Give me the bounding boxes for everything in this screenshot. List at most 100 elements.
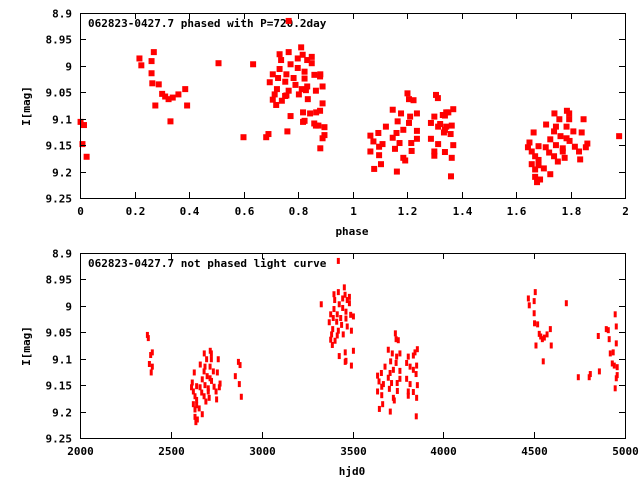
data-point — [202, 350, 206, 357]
data-point — [329, 336, 333, 343]
data-point — [330, 331, 334, 338]
data-point — [376, 143, 383, 150]
data-point — [195, 402, 199, 409]
y-tick-label: 9 — [65, 61, 72, 74]
data-point — [413, 349, 417, 356]
data-point — [147, 361, 151, 367]
data-point — [526, 295, 530, 302]
data-point — [551, 110, 558, 117]
data-point — [276, 51, 283, 58]
data-point — [278, 57, 285, 64]
data-point — [402, 157, 409, 164]
data-point — [576, 148, 583, 155]
data-point — [398, 375, 402, 382]
data-point — [371, 165, 378, 172]
data-point — [396, 337, 400, 344]
data-point — [393, 330, 397, 337]
data-point — [194, 419, 198, 426]
data-point — [184, 102, 191, 109]
data-point — [389, 134, 396, 141]
data-point — [205, 373, 209, 380]
data-point — [292, 81, 299, 88]
data-point — [204, 398, 208, 405]
data-point — [315, 122, 322, 129]
data-point — [540, 336, 544, 343]
data-point — [287, 113, 294, 120]
data-point — [195, 383, 199, 390]
data-point — [411, 389, 415, 396]
data-point — [304, 83, 311, 90]
data-point — [434, 95, 441, 102]
data-point — [294, 55, 301, 62]
data-point — [441, 149, 448, 156]
data-point — [389, 106, 396, 113]
data-point — [319, 100, 326, 107]
data-point — [167, 118, 174, 125]
data-point — [215, 396, 219, 403]
y-tick-label: 9.15 — [46, 380, 73, 393]
y-tick-label: 9.2 — [52, 407, 72, 420]
data-point — [375, 129, 382, 136]
y-tick-label: 9.25 — [46, 193, 73, 206]
data-point — [148, 58, 155, 65]
data-point — [608, 350, 612, 357]
data-point — [534, 342, 538, 349]
data-point — [379, 369, 383, 376]
data-point — [312, 87, 319, 94]
data-point — [319, 83, 326, 90]
data-point — [557, 133, 564, 140]
data-point — [447, 131, 454, 138]
data-point — [394, 336, 398, 343]
data-point — [215, 60, 222, 67]
data-point — [542, 144, 549, 151]
data-point — [202, 368, 206, 375]
data-point — [80, 122, 87, 129]
data-point — [370, 138, 377, 145]
data-point — [398, 110, 405, 117]
data-point — [582, 144, 589, 151]
data-point — [548, 326, 552, 333]
data-point — [433, 91, 440, 98]
data-point — [390, 380, 394, 387]
data-point — [532, 298, 536, 305]
data-points — [145, 257, 619, 426]
data-point — [149, 80, 156, 87]
data-point — [341, 295, 345, 302]
data-point — [311, 71, 318, 78]
data-point — [136, 55, 143, 62]
data-point — [566, 137, 573, 144]
data-point — [299, 51, 306, 58]
data-point — [347, 293, 351, 300]
data-point — [533, 289, 537, 296]
data-point — [535, 162, 542, 169]
data-point — [376, 388, 380, 395]
data-point — [336, 327, 340, 334]
data-point — [146, 335, 150, 342]
x-tick-label: 1.4 — [453, 205, 473, 218]
data-point — [155, 81, 162, 88]
data-point — [367, 132, 374, 139]
data-point — [413, 110, 420, 117]
data-point — [549, 342, 553, 349]
data-point — [351, 313, 355, 320]
data-point — [615, 372, 619, 379]
data-point — [391, 366, 395, 373]
data-point — [545, 331, 549, 338]
data-point — [379, 141, 386, 148]
data-point — [386, 374, 390, 381]
data-point — [564, 300, 568, 307]
data-point — [408, 147, 415, 154]
data-point — [611, 349, 615, 356]
data-point — [533, 320, 537, 327]
data-point — [190, 379, 194, 386]
data-point — [331, 326, 335, 333]
data-point — [345, 297, 349, 304]
data-point — [570, 128, 577, 135]
data-point — [182, 86, 189, 93]
data-point — [195, 396, 199, 403]
data-point — [344, 308, 348, 315]
data-point — [339, 315, 343, 322]
data-point — [414, 413, 418, 420]
data-point — [559, 148, 566, 155]
